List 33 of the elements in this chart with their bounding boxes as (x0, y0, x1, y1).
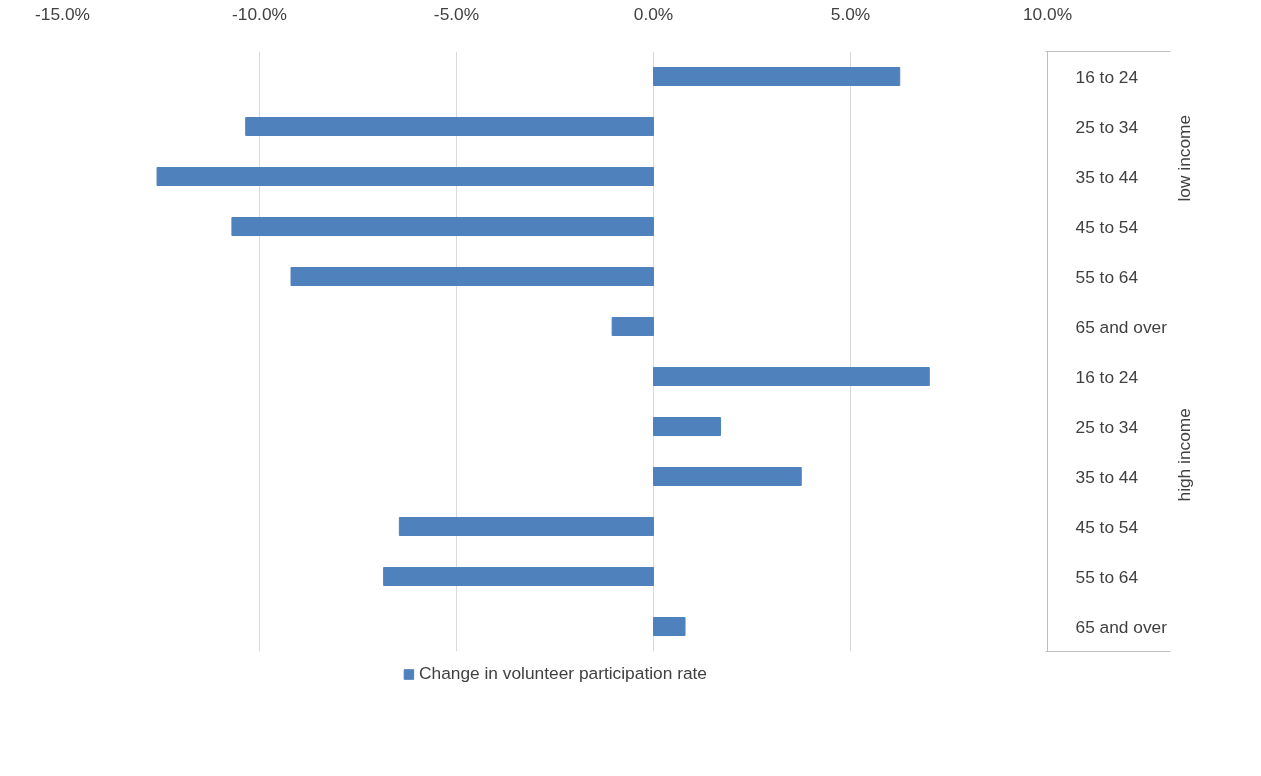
x-tick-label: -10.0% (232, 3, 287, 24)
y-tick-label: 65 and over (1075, 616, 1168, 637)
x-tick-label: 10.0% (1022, 3, 1073, 24)
bar (653, 617, 686, 636)
x-tick-label: -15.0% (35, 3, 90, 24)
bar (290, 267, 654, 286)
legend-label: Change in volunteer participation rate (418, 663, 708, 684)
x-tick-label: 5.0% (830, 3, 871, 24)
y-tick-label: 25 to 34 (1075, 116, 1139, 137)
y-tick-label: 45 to 54 (1075, 216, 1139, 237)
bar (653, 367, 930, 386)
bar (653, 67, 901, 86)
text: high income (1174, 408, 1195, 502)
bar (383, 567, 654, 586)
y-tick-label: 65 and over (1075, 316, 1168, 337)
x-tick-label: 0.0% (633, 3, 674, 24)
text: low income (1174, 114, 1195, 202)
bar (156, 167, 654, 186)
x-tick-label: -5.0% (433, 3, 480, 24)
y-tick-label: 25 to 34 (1075, 416, 1139, 437)
y-tick-label: 45 to 54 (1075, 516, 1139, 537)
bar (231, 217, 654, 236)
y-tick-label: 55 to 64 (1075, 266, 1139, 287)
bar (653, 417, 721, 436)
y-tick-label: 35 to 44 (1075, 166, 1139, 187)
y-tick-label: 16 to 24 (1075, 366, 1139, 387)
bar (611, 317, 654, 336)
y-tick-label: 16 to 24 (1075, 66, 1139, 87)
y-tick-label: 35 to 44 (1075, 466, 1139, 487)
bar (653, 467, 802, 486)
y-tick-label: 55 to 64 (1075, 566, 1139, 587)
bar (398, 517, 654, 536)
bar (245, 117, 654, 136)
